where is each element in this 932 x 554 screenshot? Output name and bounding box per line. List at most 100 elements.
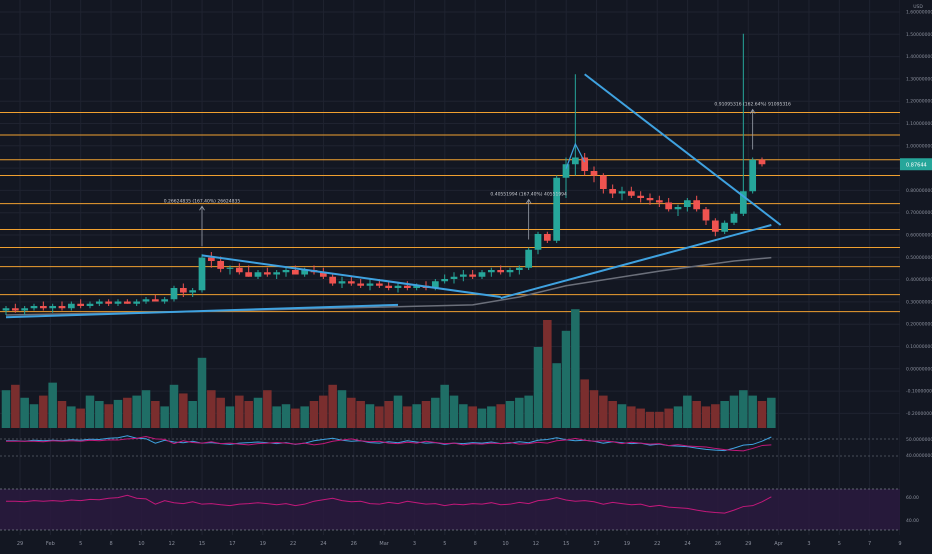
candle-body: [77, 303, 85, 306]
time-tick-label: 8: [474, 541, 477, 547]
time-tick-label: 5: [838, 541, 841, 547]
candle-body: [366, 283, 374, 286]
volume-bar: [216, 397, 225, 428]
volume-bar: [384, 401, 393, 428]
candle-body: [217, 261, 225, 269]
volume-bar: [701, 406, 711, 428]
volume-bar: [720, 401, 729, 428]
candle-body: [329, 276, 337, 284]
volume-bar: [403, 406, 412, 428]
candle-body: [30, 306, 38, 309]
volume-layer: [1, 309, 776, 428]
volume-bar: [655, 411, 664, 428]
time-tick-label: 26: [715, 541, 721, 547]
price-tick-label: 1.30000000: [906, 76, 932, 82]
candle-body: [506, 270, 514, 273]
candle-body: [515, 267, 523, 270]
measure-arrow: [199, 205, 205, 211]
volume-bar: [421, 401, 431, 428]
volume-bar: [561, 330, 571, 428]
volume-bar: [132, 395, 141, 428]
volume-bar: [347, 397, 356, 428]
time-tick-label: 8: [109, 541, 112, 547]
candle-body: [562, 164, 570, 178]
volume-bar: [664, 408, 673, 428]
indicator-tick-label: 40.00: [906, 518, 919, 524]
volume-bar: [627, 406, 636, 428]
volume-bar: [11, 384, 20, 428]
candle-body: [254, 272, 262, 277]
price-axis-background: [900, 0, 932, 550]
time-tick-label: 29: [17, 541, 23, 547]
candle-body: [599, 175, 607, 189]
candle-body: [39, 306, 47, 309]
volume-bar: [636, 408, 645, 428]
time-tick-label: 5: [79, 541, 82, 547]
volume-bar: [599, 395, 608, 428]
candle-body: [683, 200, 691, 207]
time-tick-label: 22: [654, 541, 660, 547]
measure-arrow: [525, 198, 532, 204]
volume-bar: [20, 397, 29, 428]
candle-body: [665, 202, 673, 210]
volume-bar: [524, 395, 533, 428]
candle-body: [142, 299, 150, 302]
candle-body: [245, 272, 253, 277]
current-price-tag: [900, 158, 932, 171]
volume-bar: [197, 357, 207, 428]
volume-bar: [580, 379, 589, 428]
time-tick-label: 26: [351, 541, 357, 547]
volume-bar: [76, 408, 85, 428]
volume-bar: [431, 397, 440, 428]
time-tick-label: 19: [260, 541, 266, 547]
candle-body: [189, 290, 197, 293]
volume-bar: [468, 406, 477, 428]
candle-body: [282, 270, 290, 273]
volume-bar: [300, 406, 309, 428]
rsi-band: [0, 489, 900, 530]
candle-body: [478, 272, 486, 277]
time-tick-label: 15: [563, 541, 569, 547]
volume-bar: [309, 401, 319, 428]
candle-body: [226, 267, 234, 269]
peak-trend-segment: [565, 142, 586, 169]
price-tick-label: 0.50000000: [906, 255, 932, 261]
volume-bar: [543, 320, 552, 428]
candle-body: [450, 276, 458, 279]
currency-label: USD: [913, 4, 923, 10]
volume-bar: [375, 406, 384, 428]
candle-body: [739, 191, 747, 214]
candle-body: [590, 171, 598, 176]
price-tick-label: 0.20000000: [906, 322, 932, 328]
candle-body: [319, 272, 327, 277]
time-tick-label: 10: [138, 541, 144, 547]
volume-bar: [57, 401, 67, 428]
candle-body: [553, 177, 561, 241]
price-tick-label: -0.10000000: [906, 389, 932, 395]
volume-bar: [440, 384, 449, 428]
volume-bar: [48, 382, 57, 428]
volume-bar: [113, 399, 123, 428]
volume-bar: [739, 390, 748, 428]
volume-bar: [645, 411, 655, 428]
candle-body: [385, 285, 393, 288]
time-tick-label: 9: [898, 541, 901, 547]
volume-bar: [608, 401, 617, 428]
time-tick-label: 24: [684, 541, 690, 547]
price-tick-label: 0.40000000: [906, 277, 932, 283]
time-tick-label: 5: [443, 541, 446, 547]
rsi-line: [6, 494, 772, 514]
volume-bar: [85, 395, 95, 428]
volume-bar: [393, 395, 403, 428]
candle-body: [730, 213, 738, 223]
volume-bar: [412, 404, 421, 428]
candle-body: [273, 272, 281, 275]
support-trendline-lower: [5, 303, 399, 319]
resistance-trendline-first: [201, 254, 501, 298]
candle-body: [497, 270, 505, 273]
candle-body: [291, 270, 299, 275]
candle-body: [151, 299, 159, 302]
candle-body: [357, 283, 365, 286]
